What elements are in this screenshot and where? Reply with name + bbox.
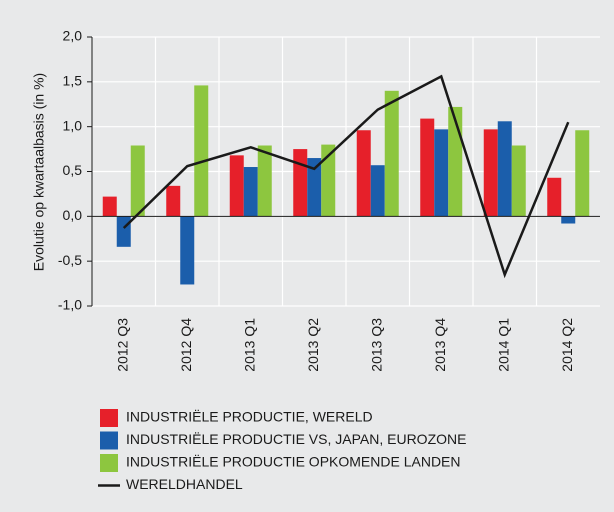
bar [434, 129, 449, 217]
legend-swatch [100, 454, 118, 472]
y-tick-label: 1,5 [63, 73, 83, 89]
bar [243, 167, 258, 217]
legend-label: INDUSTRIËLE PRODUCTIE OPKOMENDE LANDEN [126, 454, 461, 470]
bar [575, 130, 590, 217]
x-tick-label: 2012 Q3 [114, 318, 130, 372]
bar [130, 145, 145, 217]
bar [293, 149, 308, 217]
bar [307, 158, 322, 217]
bar [420, 118, 435, 217]
bar [180, 216, 195, 285]
x-tick-label: 2013 Q1 [241, 318, 257, 372]
x-tick-label: 2014 Q2 [559, 318, 575, 372]
bar [194, 85, 209, 217]
legend-label: INDUSTRIËLE PRODUCTIE, WERELD [126, 409, 373, 425]
y-axis-label: Evolutie op kwartaalbasis (in %) [31, 73, 47, 271]
y-tick-label: 0,5 [63, 162, 83, 178]
bar [166, 185, 181, 217]
y-tick-label: 1,0 [63, 117, 83, 133]
x-tick-label: 2014 Q1 [495, 318, 511, 372]
bar [116, 216, 131, 247]
bar [483, 129, 498, 217]
y-tick-label: -0,5 [58, 252, 82, 268]
bar [497, 121, 512, 217]
bar [561, 216, 576, 224]
bar [257, 145, 272, 217]
bar [102, 196, 117, 217]
legend-label: INDUSTRIËLE PRODUCTIE VS, JAPAN, EUROZON… [126, 431, 466, 447]
bar [370, 165, 385, 217]
bar [547, 177, 562, 217]
bar [384, 90, 399, 217]
y-tick-label: 2,0 [63, 28, 83, 44]
bar [511, 145, 526, 217]
bar [356, 130, 371, 217]
bar [229, 155, 244, 217]
x-tick-label: 2013 Q4 [432, 318, 448, 372]
legend-swatch [100, 431, 118, 450]
x-tick-label: 2013 Q3 [368, 318, 384, 372]
y-tick-label: 0,0 [63, 207, 83, 223]
legend-label: WERELDHANDEL [126, 476, 243, 492]
legend-swatch [100, 409, 118, 427]
y-tick-label: -1,0 [58, 297, 82, 313]
bar [321, 144, 336, 217]
x-tick-label: 2012 Q4 [178, 318, 194, 372]
x-tick-label: 2013 Q2 [305, 318, 321, 372]
line [122, 74, 570, 279]
